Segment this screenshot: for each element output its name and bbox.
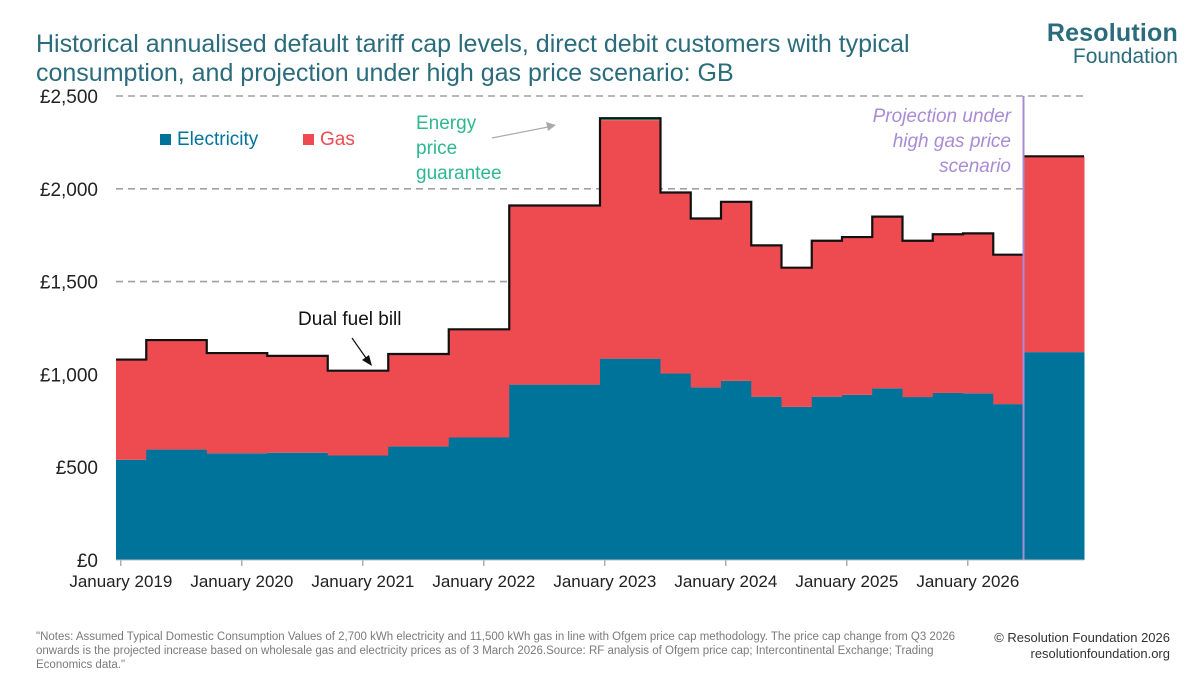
projection-label-line-1: high gas price [893, 131, 1011, 152]
gas-bar-4 [327, 370, 389, 456]
electricity-bar-5 [388, 446, 450, 560]
gas-bar-21 [993, 254, 1024, 405]
gas-bar-22 [1023, 156, 1085, 353]
ytick-label-5: £2,500 [40, 87, 98, 108]
electricity-bar-0 [116, 459, 147, 560]
legend-label-electricity: Electricity [177, 129, 259, 150]
copyright-block: © Resolution Foundation 2026 resolutionf… [994, 630, 1170, 662]
electricity-bar-22 [1023, 352, 1085, 560]
gas-bar-14 [781, 267, 813, 407]
ytick-label-0: £0 [77, 551, 98, 572]
electricity-bar-11 [690, 387, 722, 560]
gas-bar-17 [872, 216, 903, 389]
xtick-label-7: January 2026 [916, 572, 1019, 591]
epg-arrow-line [491, 126, 549, 139]
gas-bar-7 [509, 205, 571, 385]
gas-bar-20 [963, 233, 994, 394]
electricity-bar-13 [751, 396, 782, 560]
projection-label-line-0: Projection under [873, 106, 1012, 127]
epg-label-line-0: Energy [416, 113, 477, 134]
ytick-label-3: £1,500 [40, 273, 98, 294]
gas-bar-12 [721, 201, 752, 381]
gas-bar-3 [267, 355, 329, 453]
gas-bar-5 [388, 353, 450, 447]
electricity-bar-21 [993, 404, 1024, 560]
gas-bar-19 [932, 234, 964, 393]
electricity-bar-17 [872, 388, 903, 560]
projection-label-line-2: scenario [939, 156, 1011, 177]
electricity-bar-1 [146, 449, 208, 560]
gas-bar-15 [811, 240, 843, 397]
gas-bar-18 [902, 240, 934, 398]
electricity-bar-18 [902, 397, 934, 560]
gas-bar-13 [751, 245, 782, 397]
dual-fuel-bill-line [116, 117, 1024, 372]
electricity-bar-2 [206, 453, 268, 560]
electricity-bar-20 [963, 393, 994, 560]
gas-bar-11 [690, 218, 722, 388]
xtick-label-3: January 2022 [432, 572, 535, 591]
xtick-label-6: January 2025 [795, 572, 898, 591]
electricity-bar-9 [600, 358, 661, 560]
electricity-bar-19 [932, 392, 964, 560]
gas-bar-6 [448, 329, 510, 438]
chart-title: Historical annualised default tariff cap… [36, 30, 910, 87]
logo-name: Resolution [1046, 19, 1178, 47]
resolution-foundation-logo: Resolution Foundation [1047, 20, 1178, 68]
electricity-bar-10 [660, 373, 692, 560]
gas-bar-0 [116, 359, 147, 460]
electricity-bar-16 [842, 394, 873, 560]
copyright-text: © Resolution Foundation 2026 [994, 630, 1170, 645]
ytick-label-1: £500 [56, 458, 98, 479]
electricity-bar-7 [509, 384, 571, 560]
electricity-bar-12 [721, 380, 752, 560]
legend-swatch-electricity [160, 134, 171, 145]
ytick-label-4: £2,000 [40, 180, 98, 201]
gas-bar-10 [660, 192, 692, 374]
epg-label-line-1: price [416, 138, 457, 159]
xtick-label-2: January 2021 [311, 572, 414, 591]
logo-sub: Foundation [1072, 45, 1178, 68]
electricity-bar-3 [267, 452, 329, 560]
gas-bar-2 [206, 353, 268, 454]
gas-bar-1 [146, 340, 208, 450]
epg-arrow-head [546, 122, 556, 131]
dual-fuel-arrow-head [362, 355, 372, 366]
electricity-bar-15 [811, 396, 843, 560]
electricity-bar-8 [569, 384, 601, 560]
xtick-label-1: January 2020 [190, 572, 293, 591]
legend-swatch-gas [303, 134, 314, 145]
legend-label-gas: Gas [320, 129, 355, 150]
website-text: resolutionfoundation.org [1030, 646, 1171, 661]
dual-fuel-label: Dual fuel bill [298, 309, 402, 330]
xtick-label-4: January 2023 [553, 572, 656, 591]
gas-bar-8 [569, 205, 601, 385]
electricity-bar-14 [781, 406, 813, 560]
epg-label-line-2: guarantee [416, 163, 502, 184]
xtick-label-5: January 2024 [674, 572, 777, 591]
ytick-label-2: £1,000 [40, 365, 98, 386]
dual-fuel-arrow-line [351, 337, 367, 359]
gas-bar-16 [842, 237, 873, 395]
electricity-bar-6 [448, 437, 510, 560]
electricity-bar-4 [327, 455, 389, 560]
gas-bar-9 [600, 120, 661, 359]
xtick-label-0: January 2019 [69, 572, 172, 591]
chart-notes: "Notes: Assumed Typical Domestic Consump… [36, 631, 956, 671]
